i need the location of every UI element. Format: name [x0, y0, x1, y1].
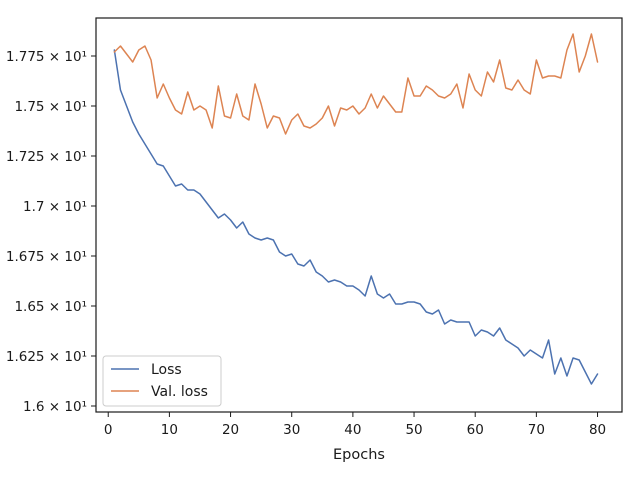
series-line-val-loss [113, 33, 599, 135]
x-axis: 0 10 20 30 40 50 60 70 80 [104, 412, 606, 438]
y-tick-label: 1.75 × 10¹ [14, 99, 87, 115]
y-axis: 1.6 × 10¹ 1.625 × 10¹ 1.65 × 10¹ 1.675 × 10… [6, 49, 96, 415]
y-tick-label: 1.725 × 10¹ [6, 149, 87, 165]
x-tick-label: 10 [161, 422, 178, 438]
legend: Loss Val. loss [102, 355, 222, 407]
plot-frame [95, 17, 623, 413]
x-axis-label: Epochs [333, 447, 385, 463]
y-tick-label: 1.65 × 10¹ [14, 299, 87, 315]
y-tick-label: 1.775 × 10¹ [6, 49, 87, 65]
series-layer [113, 33, 599, 385]
x-tick-label: 30 [283, 422, 300, 438]
y-tick-label: 1.6 × 10¹ [23, 399, 87, 415]
y-tick-label: 1.7 × 10¹ [23, 199, 87, 215]
x-tick-label: 80 [589, 422, 606, 438]
x-tick-label: 60 [467, 422, 484, 438]
x-tick-label: 0 [104, 422, 113, 438]
x-tick-label: 50 [405, 422, 422, 438]
legend-label: Loss [151, 362, 182, 378]
x-tick-label: 40 [344, 422, 361, 438]
y-tick-label: 1.625 × 10¹ [6, 349, 87, 365]
x-tick-label: 20 [222, 422, 239, 438]
legend-label: Val. loss [151, 384, 208, 400]
y-tick-label: 1.675 × 10¹ [6, 249, 87, 265]
x-tick-label: 70 [528, 422, 545, 438]
series-line-loss [113, 49, 599, 385]
